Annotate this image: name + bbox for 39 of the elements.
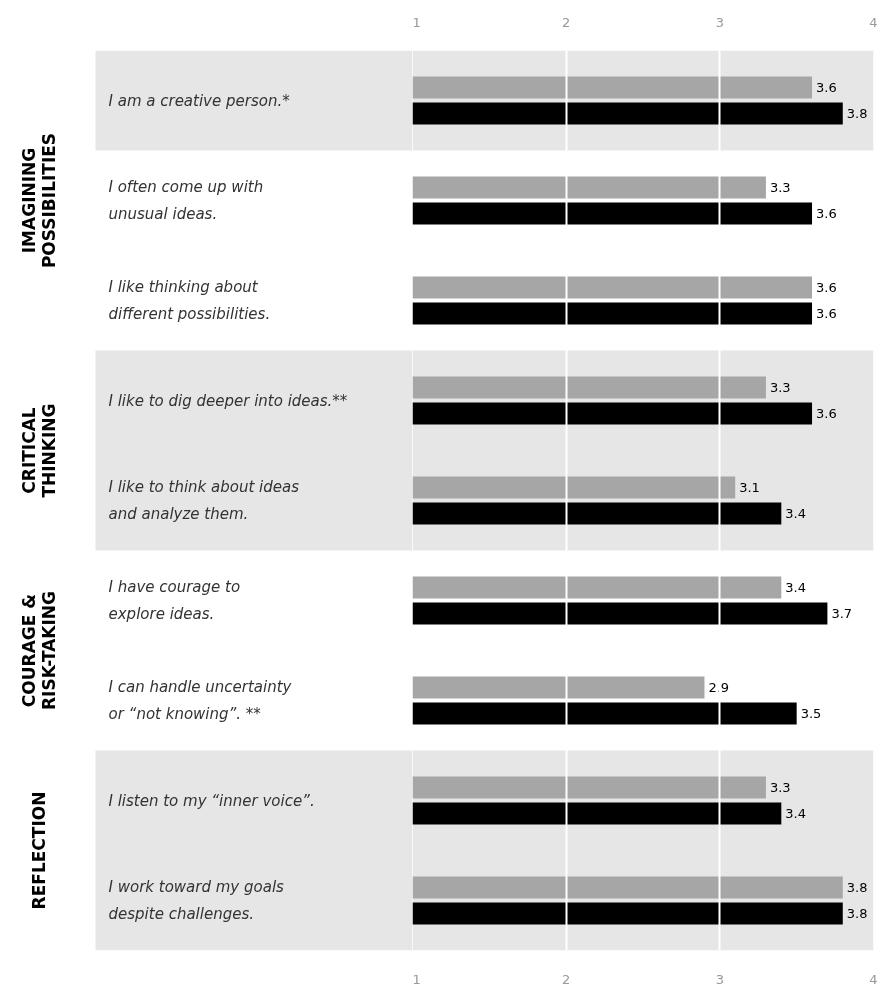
data-label: 3.3: [769, 180, 791, 195]
data-label: 2.9: [708, 680, 730, 695]
y-tick-label: I often come up with unusual ideas.: [108, 178, 264, 223]
data-label: 3.7: [831, 606, 853, 621]
y-tick-label: I like thinking about different possibilities.: [108, 278, 271, 323]
data-label: 3.4: [785, 506, 806, 521]
y-tick-label: I work toward my goals despite challenges.: [108, 878, 285, 923]
data-label: 3.6: [816, 80, 837, 95]
x-tick-label: 4: [869, 14, 878, 30]
x2-tick-label: 3: [715, 971, 724, 987]
x2-tick-label: 1: [412, 971, 421, 987]
data-label: 3.1: [739, 480, 760, 495]
x-tick-label: 2: [562, 14, 571, 30]
x-tick-label: 1: [412, 14, 421, 30]
x2-tick-label: 4: [869, 971, 878, 987]
y-tick-label: I am a creative person.*: [108, 91, 291, 110]
data-label: 3.8: [846, 880, 868, 895]
x2-tick-label: 2: [562, 971, 571, 987]
y-tick-label: I can handle uncertainty or “not knowing”. **: [108, 678, 293, 723]
y-tick-label: I like to dig deeper into ideas.**: [108, 391, 348, 410]
data-label: 3.6: [816, 306, 837, 321]
data-label: 3.6: [816, 206, 837, 221]
text: CRITICAL THINKING: [18, 403, 59, 498]
data-label: 3.6: [816, 406, 837, 421]
text: REFLECTION: [28, 791, 49, 910]
text: IMAGINING POSSIBILITIES: [18, 132, 59, 269]
data-label: 3.4: [785, 806, 806, 821]
data-label: 3.4: [785, 580, 806, 595]
y-tick-label: I like to think about ideas and analyze them.: [108, 478, 300, 523]
data-label: 3.3: [769, 380, 791, 395]
data-label: 3.8: [846, 106, 868, 121]
data-label: 3.5: [800, 706, 822, 721]
text: COURAGE & RISK-TAKING: [18, 590, 59, 711]
x-tick-label: 3: [715, 14, 724, 30]
data-label: 3.3: [769, 780, 791, 795]
y-tick-label: I have courage to explore ideas.: [108, 578, 241, 623]
y-tick-label: I listen to my “inner voice”.: [108, 791, 315, 810]
data-label: 3.6: [816, 280, 837, 295]
data-label: 3.8: [846, 906, 868, 921]
